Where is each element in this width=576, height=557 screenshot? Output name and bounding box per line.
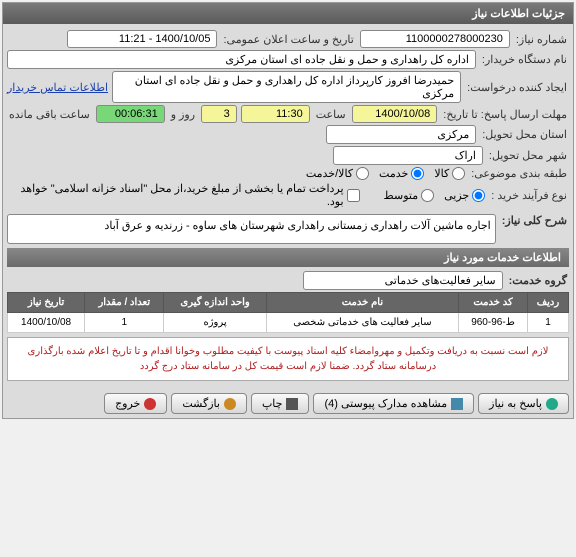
purchase-radio-group: جزیی متوسط bbox=[384, 189, 486, 202]
payment-note-check[interactable]: پرداخت تمام یا بخشی از مبلغ خرید،از محل … bbox=[7, 182, 360, 208]
city-label: شهر محل تحویل: bbox=[487, 149, 569, 162]
purchase-medium-label: متوسط bbox=[384, 189, 419, 202]
exit-label: خروج bbox=[115, 397, 140, 410]
exit-icon bbox=[144, 398, 156, 410]
public-announce-label: تاریخ و ساعت اعلان عمومی: bbox=[221, 33, 355, 46]
service-group-label: گروه خدمت: bbox=[507, 274, 569, 287]
table-row: 1 ط-96-960 سایر فعالیت های خدماتی شخصی پ… bbox=[8, 313, 569, 333]
back-icon bbox=[224, 398, 236, 410]
services-section-header: اطلاعات خدمات مورد نیاز bbox=[7, 248, 569, 267]
remaining-label: ساعت باقی مانده bbox=[7, 108, 92, 121]
need-desc-label: شرح کلی نیاز: bbox=[500, 214, 569, 227]
back-label: بازگشت bbox=[182, 397, 220, 410]
print-label: چاپ bbox=[262, 397, 283, 410]
th-unit: واحد اندازه گیری bbox=[164, 293, 266, 313]
deadline-label: مهلت ارسال پاسخ: تا تاریخ: bbox=[441, 108, 569, 121]
buyer-org-label: نام دستگاه خریدار: bbox=[480, 53, 569, 66]
time-label: ساعت bbox=[314, 108, 348, 121]
deadline-time-field: 11:30 bbox=[241, 105, 310, 123]
th-name: نام خدمت bbox=[266, 293, 458, 313]
row-buyer-org: نام دستگاه خریدار: اداره کل راهداری و حم… bbox=[7, 50, 569, 69]
purchase-minor[interactable]: جزیی bbox=[444, 189, 485, 202]
row-city: شهر محل تحویل: اراک bbox=[7, 146, 569, 165]
purchase-medium-radio[interactable] bbox=[421, 189, 434, 202]
service-group-field: سایر فعالیت‌های خدماتی bbox=[303, 271, 503, 290]
city-field: اراک bbox=[333, 146, 483, 165]
days-field: 3 bbox=[201, 105, 237, 123]
row-purchase-type: نوع فرآیند خرید : جزیی متوسط پرداخت تمام… bbox=[7, 182, 569, 208]
note-box: لازم است نسبت به دریافت وتکمیل و مهروامض… bbox=[7, 337, 569, 381]
td-qty: 1 bbox=[85, 313, 164, 333]
th-row: ردیف bbox=[527, 293, 568, 313]
category-label: طبقه بندی موضوعی: bbox=[469, 167, 569, 180]
category-goods-label: کالا bbox=[434, 167, 449, 180]
table-header-row: ردیف کد خدمت نام خدمت واحد اندازه گیری ت… bbox=[8, 293, 569, 313]
td-date: 1400/10/08 bbox=[8, 313, 85, 333]
panel-body: شماره نیاز: 1100000278000230 تاریخ و ساع… bbox=[3, 24, 573, 389]
province-label: استان محل تحویل: bbox=[480, 128, 569, 141]
deadline-date-field: 1400/10/08 bbox=[352, 105, 438, 123]
buyer-contact-link[interactable]: اطلاعات تماس خریدار bbox=[7, 81, 108, 94]
row-province: استان محل تحویل: مرکزی bbox=[7, 125, 569, 144]
th-code: کد خدمت bbox=[459, 293, 528, 313]
need-number-field: 1100000278000230 bbox=[360, 30, 510, 48]
row-service-group: گروه خدمت: سایر فعالیت‌های خدماتی bbox=[7, 271, 569, 290]
purchase-type-label: نوع فرآیند خرید : bbox=[489, 189, 569, 202]
row-need-desc: شرح کلی نیاز: اجاره ماشین آلات راهداری ز… bbox=[7, 214, 569, 244]
category-goods-radio[interactable] bbox=[452, 167, 465, 180]
attachments-icon bbox=[451, 398, 463, 410]
category-service[interactable]: خدمت bbox=[379, 167, 424, 180]
attachments-label: مشاهده مدارک پیوستی (4) bbox=[324, 397, 447, 410]
purchase-minor-label: جزیی bbox=[444, 189, 469, 202]
row-deadline: مهلت ارسال پاسخ: تا تاریخ: 1400/10/08 سا… bbox=[7, 105, 569, 123]
services-table: ردیف کد خدمت نام خدمت واحد اندازه گیری ت… bbox=[7, 292, 569, 333]
button-row: پاسخ به نیاز مشاهده مدارک پیوستی (4) چاپ… bbox=[3, 389, 573, 418]
exit-button[interactable]: خروج bbox=[104, 393, 167, 414]
respond-button[interactable]: پاسخ به نیاز bbox=[478, 393, 569, 414]
respond-label: پاسخ به نیاز bbox=[489, 397, 542, 410]
request-creator-field: حمیدرضا افروز کارپرداز اداره کل راهداری … bbox=[112, 71, 461, 103]
payment-note-checkbox[interactable] bbox=[347, 189, 360, 202]
print-button[interactable]: چاپ bbox=[251, 393, 310, 414]
buyer-org-field: اداره کل راهداری و حمل و نقل جاده ای است… bbox=[7, 50, 476, 69]
province-field: مرکزی bbox=[326, 125, 476, 144]
td-name: سایر فعالیت های خدماتی شخصی bbox=[266, 313, 458, 333]
td-unit: پروژه bbox=[164, 313, 266, 333]
purchase-minor-radio[interactable] bbox=[472, 189, 485, 202]
category-goods[interactable]: کالا bbox=[434, 167, 465, 180]
th-qty: تعداد / مقدار bbox=[85, 293, 164, 313]
row-request-creator: ایجاد کننده درخواست: حمیدرضا افروز کارپر… bbox=[7, 71, 569, 103]
category-radio-group: کالا خدمت کالا/خدمت bbox=[306, 167, 465, 180]
countdown-field: 00:06:31 bbox=[96, 105, 165, 123]
panel-title: جزئیات اطلاعات نیاز bbox=[3, 3, 573, 24]
print-icon bbox=[286, 398, 298, 410]
main-panel: جزئیات اطلاعات نیاز شماره نیاز: 11000002… bbox=[2, 2, 574, 419]
td-code: ط-96-960 bbox=[459, 313, 528, 333]
need-desc-text: اجاره ماشین آلات راهداری زمستانی راهداری… bbox=[7, 214, 496, 244]
category-both-radio[interactable] bbox=[356, 167, 369, 180]
public-announce-field: 1400/10/05 - 11:21 bbox=[67, 30, 217, 48]
category-both[interactable]: کالا/خدمت bbox=[306, 167, 369, 180]
td-row: 1 bbox=[527, 313, 568, 333]
respond-icon bbox=[546, 398, 558, 410]
row-category: طبقه بندی موضوعی: کالا خدمت کالا/خدمت bbox=[7, 167, 569, 180]
category-service-radio[interactable] bbox=[411, 167, 424, 180]
category-service-label: خدمت bbox=[379, 167, 408, 180]
th-date: تاریخ نیاز bbox=[8, 293, 85, 313]
row-need-number: شماره نیاز: 1100000278000230 تاریخ و ساع… bbox=[7, 30, 569, 48]
days-and-label: روز و bbox=[169, 108, 197, 121]
payment-note-label: پرداخت تمام یا بخشی از مبلغ خرید،از محل … bbox=[7, 182, 344, 208]
purchase-medium[interactable]: متوسط bbox=[384, 189, 435, 202]
category-both-label: کالا/خدمت bbox=[306, 167, 353, 180]
request-creator-label: ایجاد کننده درخواست: bbox=[465, 81, 569, 94]
attachments-button[interactable]: مشاهده مدارک پیوستی (4) bbox=[313, 393, 474, 414]
back-button[interactable]: بازگشت bbox=[171, 393, 247, 414]
need-number-label: شماره نیاز: bbox=[514, 33, 569, 46]
